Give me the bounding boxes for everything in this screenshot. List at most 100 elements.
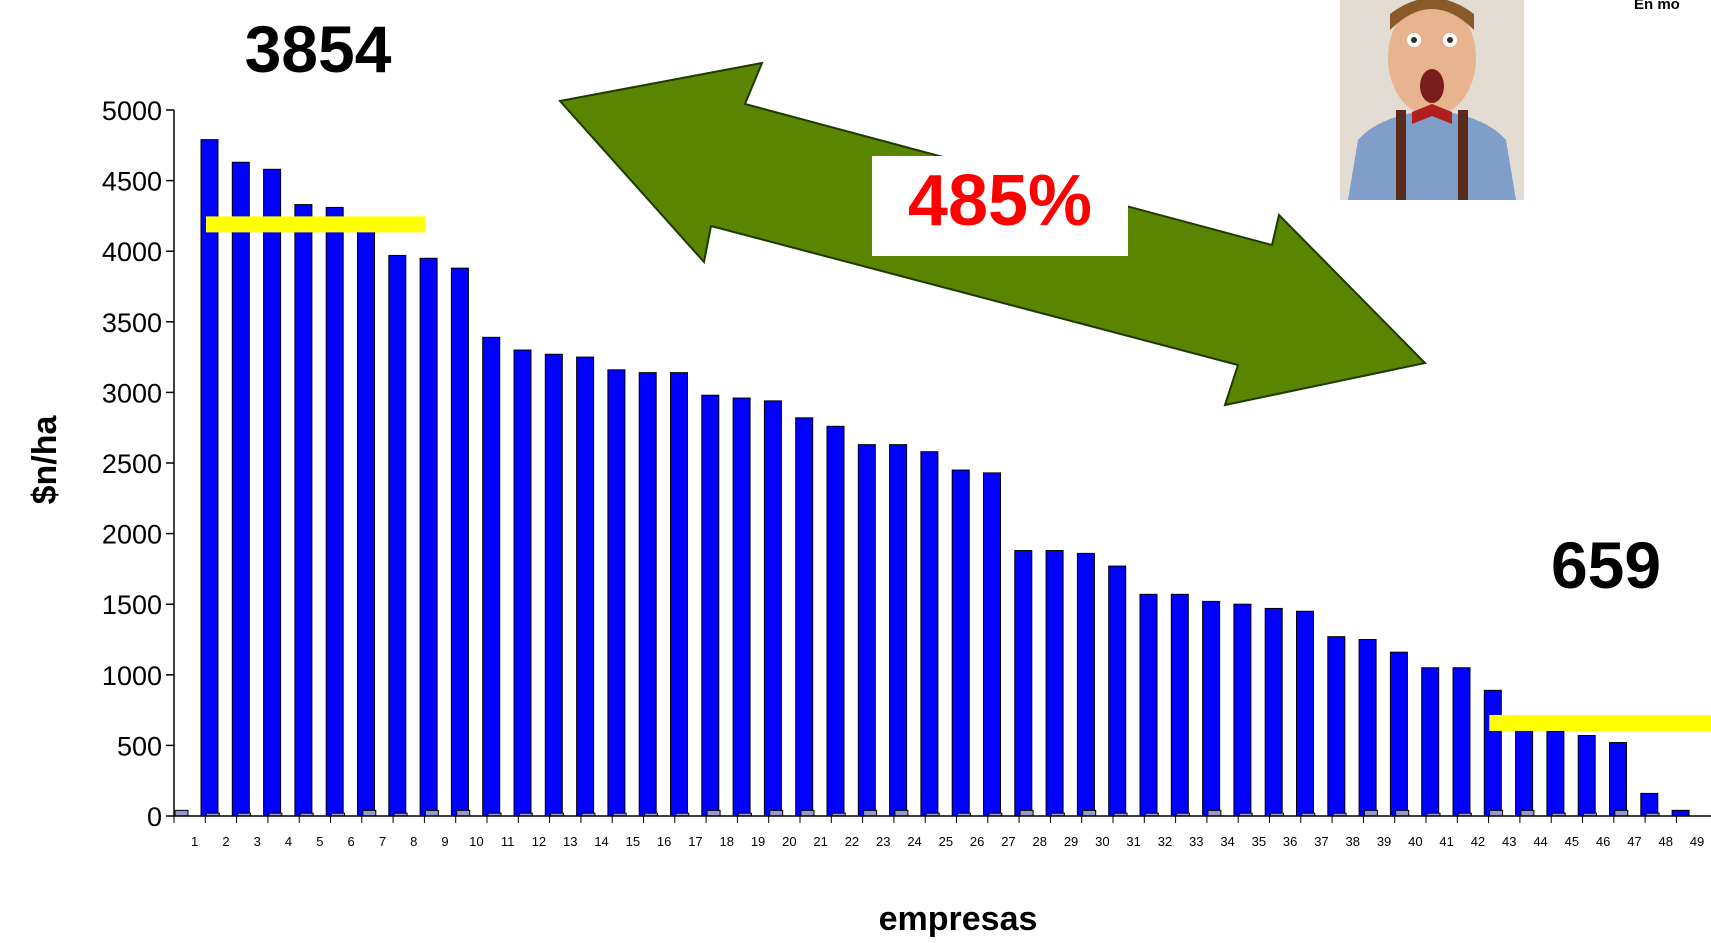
y-tick-label: 4500	[102, 167, 162, 197]
bar-empresa-28	[1045, 550, 1064, 817]
x-tick-label: 28	[1033, 834, 1047, 849]
x-tick-label: 4	[285, 834, 292, 849]
bar-empresa-14	[607, 369, 626, 817]
x-tick-label: 34	[1220, 834, 1234, 849]
x-tick-label: 8	[410, 834, 417, 849]
y-tick-label: 3500	[102, 308, 162, 338]
x-tick-label: 32	[1158, 834, 1172, 849]
x-tick-label: 7	[379, 834, 386, 849]
bar-empresa-36	[1296, 610, 1314, 817]
x-tick-label: 46	[1596, 834, 1610, 849]
secondary-bar	[456, 809, 471, 817]
bar-empresa-12	[544, 353, 563, 817]
x-tick-label: 1	[191, 834, 198, 849]
reference-lines	[206, 216, 1711, 731]
x-tick-label: 44	[1533, 834, 1547, 849]
bar-empresa-34	[1233, 603, 1252, 817]
x-tick-label: 19	[751, 834, 765, 849]
y-tick-label: 1500	[102, 590, 162, 620]
x-tick-label: 43	[1502, 834, 1516, 849]
x-tick-label: 2	[222, 834, 229, 849]
x-tick-label: 3	[254, 834, 261, 849]
axes: 0 500 1000 1500 2000 2500 3000 3500 4000 4500 5000…	[102, 96, 1711, 849]
x-tick-label: 37	[1314, 834, 1328, 849]
bar-empresa-24	[920, 451, 939, 817]
bar-empresa-42	[1483, 689, 1502, 817]
bar-empresa-37	[1327, 636, 1346, 817]
bar-empresa-10	[482, 336, 501, 817]
bar-empresa-13	[576, 356, 595, 817]
y-tick-label: 5000	[102, 96, 162, 126]
x-tick-label: 23	[876, 834, 890, 849]
y-tick-label: 1000	[102, 661, 162, 691]
bar-empresa-25	[951, 469, 970, 817]
secondary-bar	[800, 809, 815, 817]
x-tick-label: 45	[1565, 834, 1579, 849]
bar-empresa-33	[1202, 600, 1221, 817]
bar-empresa-1	[200, 139, 219, 817]
reference-line-2	[1489, 714, 1711, 731]
x-tick-label: 38	[1346, 834, 1360, 849]
bar-empresa-11	[513, 349, 532, 817]
percent-label: 485%	[908, 161, 1092, 241]
x-tick-label: 9	[441, 834, 448, 849]
x-tick-label: 49	[1690, 834, 1704, 849]
y-tick-label: 500	[117, 731, 162, 761]
bar-empresa-29	[1076, 552, 1095, 817]
bar-empresa-4	[294, 204, 313, 817]
x-tick-label: 39	[1377, 834, 1391, 849]
bar-empresa-15	[638, 372, 657, 817]
bar-empresa-48	[1671, 809, 1690, 817]
bar-empresa-30	[1108, 565, 1127, 817]
x-tick-label: 12	[532, 834, 546, 849]
secondary-bar	[1363, 809, 1378, 817]
bar-empresa-3	[263, 168, 282, 817]
bar-empresa-46	[1609, 742, 1627, 817]
y-tick-label: 0	[147, 802, 162, 832]
secondary-bar	[174, 809, 189, 817]
bar-empresa-5	[325, 206, 344, 817]
bar-empresa-8	[419, 257, 438, 817]
bar-empresa-21	[826, 425, 845, 817]
y-axis-title: $n/ha	[26, 415, 64, 505]
bar-empresa-31	[1139, 593, 1158, 817]
x-tick-label: 13	[563, 834, 577, 849]
x-tick-label: 22	[845, 834, 859, 849]
surprised-person-image	[1340, 0, 1524, 200]
secondary-bar	[863, 809, 878, 817]
bar-empresa-17	[701, 394, 720, 817]
bar-empresa-23	[889, 444, 908, 817]
secondary-bar	[706, 809, 721, 817]
bar-empresa-43	[1515, 725, 1534, 817]
x-tick-label: 29	[1064, 834, 1078, 849]
secondary-bar	[1207, 809, 1222, 817]
bar-empresa-7	[388, 254, 407, 817]
secondary-bar	[1082, 809, 1097, 817]
secondary-bar	[1614, 809, 1629, 817]
bar-empresa-16	[670, 372, 688, 817]
x-tick-label: 30	[1095, 834, 1109, 849]
secondary-bar	[1395, 809, 1410, 817]
x-tick-label: 6	[348, 834, 355, 849]
secondary-bar	[769, 809, 784, 817]
bar-empresa-47	[1640, 792, 1659, 817]
x-tick-label: 33	[1189, 834, 1203, 849]
x-tick-label: 11	[501, 834, 515, 849]
bar-empresa-2	[231, 161, 250, 817]
low-value-label: 659	[1551, 528, 1661, 602]
bar-empresa-18	[732, 397, 751, 817]
x-tick-label: 24	[907, 834, 921, 849]
y-tick-label: 2500	[102, 449, 162, 479]
high-value-label: 3854	[245, 12, 392, 86]
bar-empresa-22	[857, 444, 876, 817]
secondary-bar	[1489, 809, 1504, 817]
x-tick-label: 5	[316, 834, 323, 849]
x-tick-label: 35	[1252, 834, 1266, 849]
reference-line-1	[206, 216, 426, 233]
x-tick-label: 14	[594, 834, 608, 849]
bar-empresa-35	[1264, 607, 1283, 817]
x-tick-label: 15	[626, 834, 640, 849]
bar-empresa-6	[357, 222, 375, 817]
bar-empresa-19	[763, 400, 782, 817]
